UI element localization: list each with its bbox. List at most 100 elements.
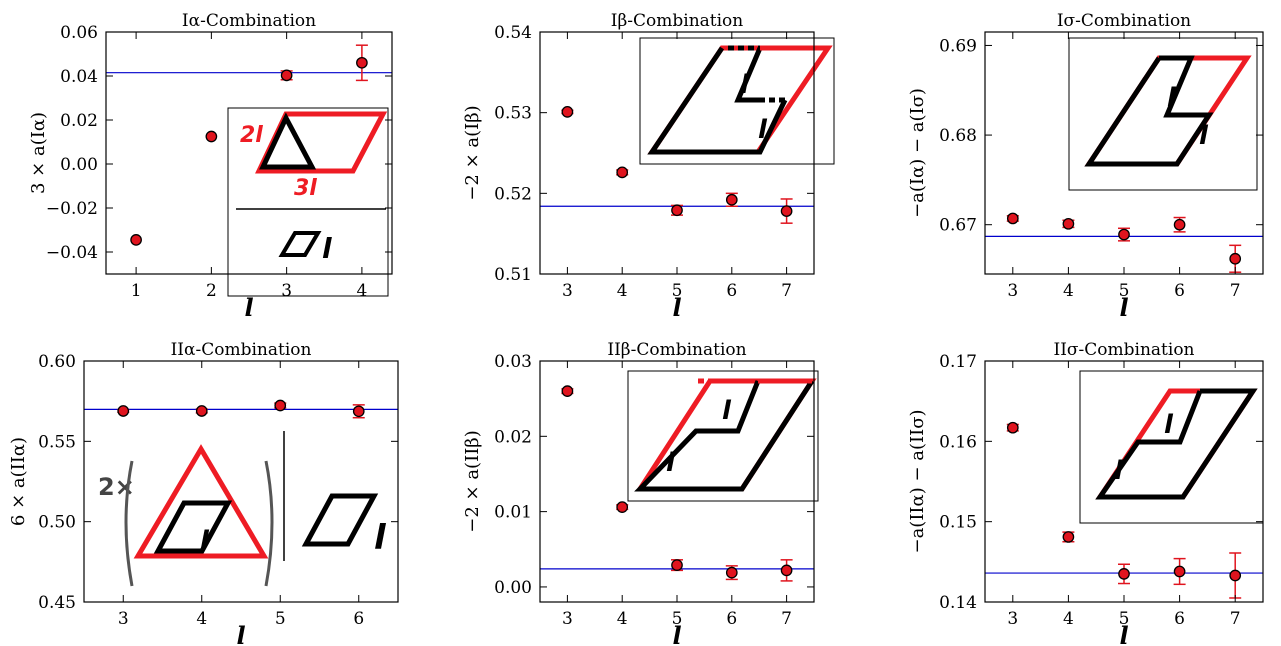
- y-axis-label: −2 × a(Iβ): [462, 105, 483, 200]
- x-tick-label: 7: [781, 609, 792, 629]
- inset-sketch: ll: [639, 37, 835, 165]
- data-point: [1118, 228, 1130, 241]
- data-point: [561, 106, 574, 118]
- plot-frame: [105, 31, 393, 275]
- data-point: [1173, 565, 1186, 578]
- black-outline: [647, 46, 788, 155]
- inset-box: [227, 107, 389, 297]
- x-tick-label: 4: [356, 281, 367, 301]
- x-tick-label: 6: [353, 609, 364, 629]
- x-axis-label: l: [1119, 293, 1128, 322]
- inset-box: [1068, 37, 1258, 191]
- y-tick-label: 0.16: [939, 432, 977, 452]
- inset-box: [627, 370, 819, 502]
- chart-title: IIβ-Combination: [607, 340, 746, 360]
- data-point: [1229, 252, 1242, 265]
- x-tick-label: 3: [562, 609, 573, 629]
- black-outline: [1084, 55, 1214, 167]
- y-tick-label: 0.67: [939, 216, 977, 236]
- data-point: [280, 69, 293, 82]
- y-axis-label: −a(Iα) − a(Iσ): [907, 88, 928, 218]
- inset-label: l: [740, 70, 750, 100]
- inset-sketch: 2l 3l l: [227, 107, 389, 297]
- data-point: [671, 204, 683, 217]
- chart-title: Iα-Combination: [182, 11, 316, 31]
- x-tick-label: 6: [1174, 609, 1185, 629]
- data-point: [195, 405, 208, 417]
- y-tick-label: 0.52: [494, 184, 532, 204]
- y-tick-label: 0.53: [494, 104, 532, 124]
- y-tick-label: 0.55: [38, 432, 76, 452]
- data-point: [780, 564, 793, 577]
- inset-sketch: ll: [627, 370, 819, 502]
- y-tick-label: 0.51: [494, 265, 532, 285]
- plot-frame: [83, 360, 399, 603]
- data-point: [356, 56, 368, 69]
- y-tick-label: 0.03: [494, 352, 532, 372]
- black-outline: [1095, 388, 1258, 500]
- data-point: [130, 234, 142, 246]
- inset-label: l: [374, 518, 387, 558]
- x-tick-label: 5: [275, 609, 286, 629]
- red-triangle: [133, 444, 269, 559]
- inset-sketch: 2×l l: [98, 431, 387, 587]
- x-axis-label: l: [1119, 621, 1128, 646]
- data-point: [725, 193, 738, 206]
- inset-label: 2l: [240, 123, 263, 148]
- y-axis-label: −2 × a(IIβ): [462, 430, 483, 532]
- y-tick-label: 0.17: [939, 352, 977, 372]
- x-tick-label: 5: [672, 609, 683, 629]
- x-tick-label: 4: [1063, 281, 1074, 301]
- x-tick-label: 3: [281, 281, 292, 301]
- x-tick-label: 6: [1174, 281, 1185, 301]
- chart-panel-1: Iα-Combination 2l 3l l 1 2 3 4 −0.04 −0.02 0.00 0.0…: [28, 11, 393, 322]
- inset-label: 3l: [294, 176, 317, 201]
- chart-title: Iβ-Combination: [611, 11, 744, 31]
- x-tick-label: 3: [1007, 281, 1018, 301]
- x-tick-label: 5: [672, 281, 683, 301]
- inset-label: l: [1167, 83, 1177, 113]
- data-point: [205, 130, 218, 143]
- y-tick-label: 0.01: [494, 503, 532, 523]
- y-tick-label: 0.02: [494, 427, 532, 447]
- y-tick-label: 0.54: [494, 23, 532, 43]
- inset-label: l: [1164, 410, 1174, 440]
- x-axis-label: l: [672, 621, 681, 646]
- inset-sketch: ll: [1079, 370, 1264, 524]
- data-point: [1062, 531, 1075, 543]
- y-tick-label: 0.02: [60, 111, 98, 131]
- x-tick-label: 5: [1119, 609, 1130, 629]
- x-tick-label: 3: [562, 281, 573, 301]
- x-tick-label: 7: [1230, 281, 1241, 301]
- data-point: [780, 205, 793, 217]
- inset-label: l: [758, 115, 768, 145]
- x-tick-label: 7: [781, 281, 792, 301]
- chart-title: Iσ-Combination: [1057, 11, 1191, 31]
- data-point: [1173, 218, 1186, 231]
- x-tick-label: 2: [206, 281, 217, 301]
- inset-label: l: [666, 448, 676, 478]
- y-tick-label: 0.68: [939, 126, 977, 146]
- black-parallelogram: [153, 500, 233, 554]
- y-axis-label: −a(IIα) − a(IIσ): [907, 409, 928, 553]
- x-tick-label: 1: [131, 281, 142, 301]
- x-tick-label: 4: [196, 609, 207, 629]
- chart-title: IIα-Combination: [171, 340, 312, 360]
- x-tick-label: 6: [726, 281, 737, 301]
- y-tick-label: 0.60: [38, 352, 76, 372]
- x-axis-label: l: [244, 293, 253, 322]
- y-tick-label: −0.02: [46, 199, 98, 219]
- y-tick-label: −0.04: [46, 243, 98, 263]
- inset-label: l: [1114, 456, 1124, 486]
- x-tick-label: 6: [726, 609, 737, 629]
- data-point: [1006, 212, 1019, 225]
- data-point: [1229, 569, 1242, 582]
- inset-box: [1079, 370, 1264, 524]
- black-outline: [634, 379, 815, 492]
- data-point: [274, 399, 287, 412]
- inset-label: l: [1199, 121, 1209, 151]
